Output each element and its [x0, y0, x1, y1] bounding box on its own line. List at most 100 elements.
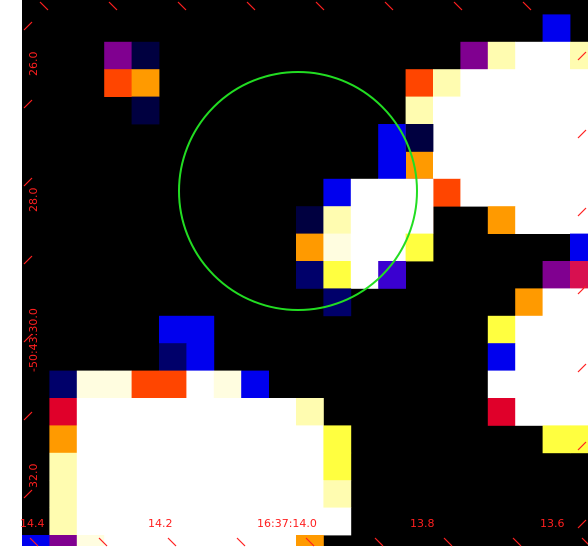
image-pixel [49, 370, 78, 399]
grid-tick-mark [512, 537, 522, 547]
image-pixel [76, 370, 105, 399]
image-pixel [542, 288, 571, 317]
image-pixel [570, 69, 588, 97]
image-pixel [542, 261, 571, 289]
image-pixel [241, 535, 269, 546]
image-pixel [405, 69, 434, 97]
image-pixel [570, 151, 588, 180]
image-pixel [433, 151, 461, 180]
image-pixel [49, 480, 78, 508]
image-pixel [131, 425, 160, 454]
image-pixel [460, 41, 489, 70]
image-pixel [487, 41, 516, 70]
image-pixel [104, 398, 132, 426]
grid-tick-mark [29, 537, 39, 547]
grid-tick-mark [374, 537, 384, 547]
image-pixel [542, 370, 571, 399]
grid-tick-mark [23, 255, 33, 265]
grid-tick-mark [577, 363, 587, 373]
image-pixel [323, 261, 352, 289]
image-pixel [542, 343, 571, 371]
image-pixel [487, 343, 516, 371]
image-pixel [268, 425, 297, 454]
image-pixel [186, 315, 215, 344]
image-pixel [515, 151, 543, 180]
grid-tick-mark [23, 177, 33, 187]
image-pixel [487, 178, 516, 207]
image-pixel [49, 507, 78, 536]
image-pixel [159, 425, 187, 454]
x-tick-label: 13.6 [540, 517, 565, 530]
image-pixel [433, 69, 461, 97]
grid-tick-mark [23, 489, 33, 499]
image-pixel [76, 425, 105, 454]
image-pixel [323, 452, 352, 481]
region-circle[interactable] [178, 71, 418, 311]
image-pixel [570, 425, 588, 454]
image-pixel [186, 480, 215, 508]
image-pixel [131, 535, 160, 546]
image-pixel [487, 315, 516, 344]
image-pixel [323, 178, 352, 207]
image-pixel [542, 96, 571, 125]
x-tick-label: 13.8 [410, 517, 435, 530]
image-pixel [570, 370, 588, 399]
grid-tick-mark [453, 1, 463, 11]
grid-tick-mark [577, 519, 587, 529]
image-pixel [515, 124, 543, 152]
image-pixel [186, 507, 215, 536]
image-pixel [460, 151, 489, 180]
image-pixel [76, 398, 105, 426]
image-pixel [570, 206, 588, 234]
image-pixel [433, 124, 461, 152]
image-pixel [460, 69, 489, 97]
image-pixel [186, 425, 215, 454]
image-pixel [487, 96, 516, 125]
grid-tick-mark [23, 99, 33, 109]
image-frame[interactable] [22, 0, 588, 546]
image-pixel [515, 315, 543, 344]
image-pixel [268, 398, 297, 426]
image-pixel [213, 535, 242, 546]
image-pixel [487, 124, 516, 152]
image-pixel [515, 398, 543, 426]
image-pixel [515, 178, 543, 207]
grid-tick-mark [315, 1, 325, 11]
image-pixel [460, 124, 489, 152]
image-pixel [405, 96, 434, 125]
grid-tick-mark [577, 441, 587, 451]
y-tick-label: 32.0 [27, 463, 40, 489]
image-pixel [131, 370, 160, 399]
image-pixel [405, 233, 434, 262]
pixel-image [22, 14, 588, 546]
image-pixel [213, 480, 242, 508]
image-pixel [350, 261, 379, 289]
image-pixel [570, 178, 588, 207]
image-pixel [186, 343, 215, 371]
image-pixel [49, 535, 78, 546]
image-pixel [542, 178, 571, 207]
image-pixel [186, 535, 215, 546]
image-pixel [213, 507, 242, 536]
grid-tick-mark [577, 285, 587, 295]
image-pixel [131, 507, 160, 536]
image-pixel [570, 315, 588, 344]
image-pixel [241, 370, 269, 399]
image-pixel [49, 452, 78, 481]
image-pixel [460, 178, 489, 207]
grid-tick-mark [108, 1, 118, 11]
grid-tick-mark [577, 51, 587, 61]
grid-tick-mark [522, 1, 532, 11]
image-pixel [104, 370, 132, 399]
image-pixel [433, 178, 461, 207]
image-pixel [487, 151, 516, 180]
image-pixel [241, 507, 269, 536]
image-pixel [296, 261, 324, 289]
image-pixel [570, 41, 588, 70]
image-pixel [405, 124, 434, 152]
image-pixel [296, 452, 324, 481]
image-pixel [487, 370, 516, 399]
image-pixel [241, 480, 269, 508]
image-pixel [76, 507, 105, 536]
